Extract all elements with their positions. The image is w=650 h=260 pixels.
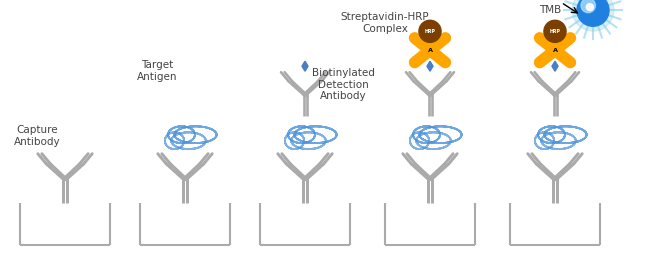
Text: Streptavidin-HRP
Complex: Streptavidin-HRP Complex (341, 12, 429, 34)
Text: Target
Antigen: Target Antigen (136, 60, 177, 82)
Text: Capture
Antibody: Capture Antibody (14, 125, 60, 147)
Circle shape (544, 20, 566, 42)
Polygon shape (552, 61, 558, 71)
Text: HRP: HRP (549, 29, 560, 34)
Polygon shape (302, 61, 308, 71)
Circle shape (581, 0, 595, 13)
Circle shape (577, 0, 609, 26)
Text: TMB: TMB (539, 5, 561, 15)
Text: HRP: HRP (424, 29, 436, 34)
Circle shape (586, 4, 593, 11)
Text: Biotinylated
Detection
Antibody: Biotinylated Detection Antibody (311, 68, 374, 101)
Circle shape (419, 20, 441, 42)
Text: A: A (428, 48, 432, 53)
Text: A: A (552, 48, 558, 53)
Polygon shape (427, 61, 433, 71)
Circle shape (572, 0, 614, 31)
